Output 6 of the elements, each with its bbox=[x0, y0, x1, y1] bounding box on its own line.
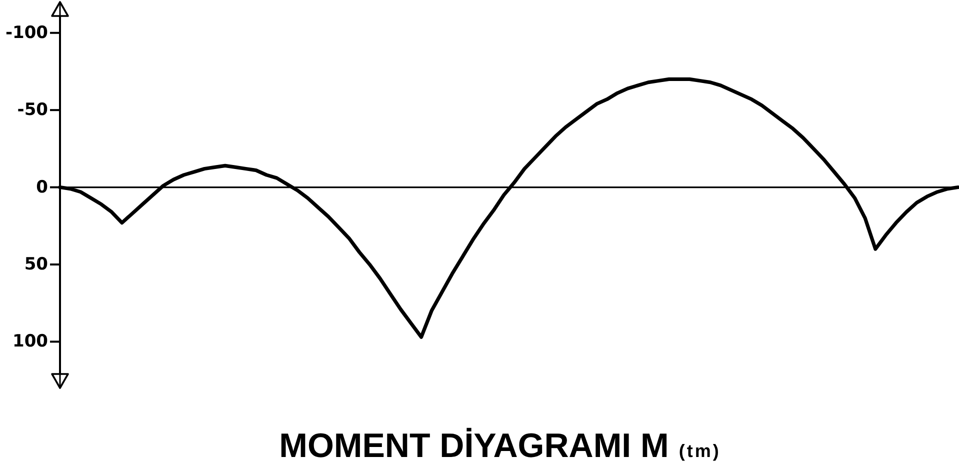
y-tick-label: 50 bbox=[24, 254, 48, 274]
y-tick-label: -50 bbox=[17, 100, 48, 120]
text: MOMENT DİYAGRAMI M (tm) bbox=[279, 427, 721, 465]
y-tick-label: -100 bbox=[5, 22, 48, 43]
y-tick-label: 0 bbox=[36, 177, 48, 198]
y-tick-label: 100 bbox=[12, 332, 48, 352]
